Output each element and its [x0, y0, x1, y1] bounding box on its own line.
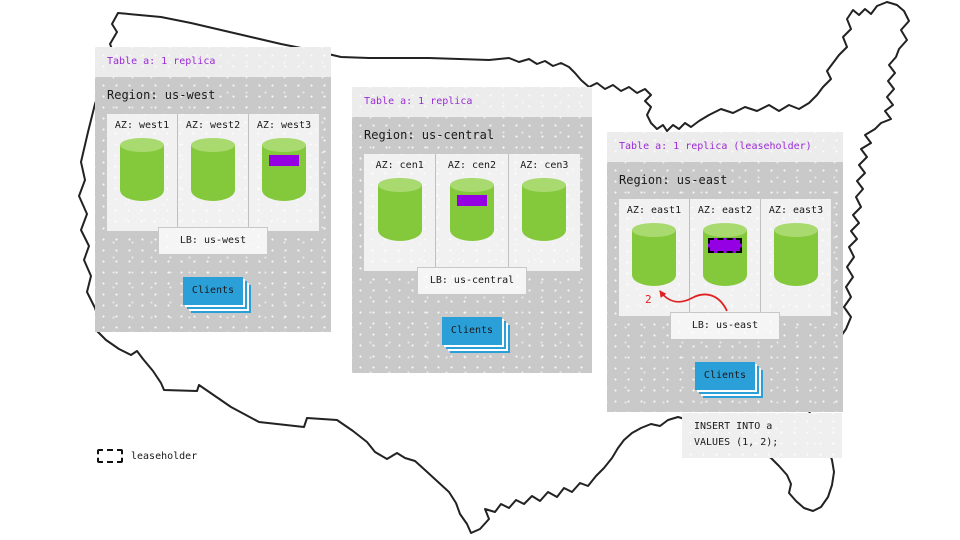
database-cylinder	[449, 178, 494, 241]
clients-label: Clients	[703, 370, 747, 381]
clients-box-us-central: Clients	[442, 317, 502, 345]
az-label: AZ: cen3	[520, 160, 569, 171]
az-column-cen1: AZ: cen1	[364, 154, 435, 271]
sql-note-line2: VALUES (1, 2);	[694, 437, 779, 448]
replica-band	[269, 155, 299, 166]
database-cylinder	[522, 178, 567, 241]
region-body-us-east: Region: us-east AZ: east1 AZ: east2	[607, 162, 843, 412]
cylinder-top	[522, 178, 567, 192]
az-label: AZ: east1	[626, 205, 682, 216]
az-row: AZ: cen1 AZ: cen2 AZ: cen3	[364, 154, 580, 271]
clients-label: Clients	[450, 325, 494, 336]
table-replica-label: Table a: 1 replica (leaseholder)	[619, 141, 812, 152]
az-label: AZ: cen1	[375, 160, 424, 171]
database-cylinder	[377, 178, 422, 241]
cylinder-top	[377, 178, 422, 192]
leaseholder-swatch-icon	[97, 449, 123, 463]
cylinder-body	[377, 185, 422, 241]
cylinder-body	[262, 145, 306, 201]
cylinder-body	[191, 145, 235, 201]
leaseholder-replica-band	[708, 238, 742, 253]
load-balancer-us-west: LB: us-west	[158, 227, 268, 255]
database-cylinder	[703, 223, 747, 286]
az-column-west2: AZ: west2	[177, 114, 248, 231]
load-balancer-label: LB: us-east	[691, 320, 759, 331]
az-column-west3: AZ: west3	[248, 114, 319, 231]
sql-note: INSERT INTO a VALUES (1, 2);	[682, 413, 842, 458]
az-label: AZ: west1	[114, 120, 170, 131]
cylinder-top	[703, 223, 747, 237]
cylinder-body	[774, 230, 818, 286]
region-body-us-central: Region: us-central AZ: cen1 AZ: cen2	[352, 117, 592, 373]
region-panel-us-central: Table a: 1 replica Region: us-central AZ…	[352, 87, 592, 373]
az-label: AZ: west3	[256, 120, 312, 131]
az-column-east3: AZ: east3	[760, 199, 831, 316]
us-map-path	[78, 1, 910, 534]
clients-box-us-west: Clients	[183, 277, 243, 305]
az-column-cen2: AZ: cen2	[435, 154, 507, 271]
table-replica-label: Table a: 1 replica	[107, 56, 216, 67]
load-balancer-us-central: LB: us-central	[417, 267, 527, 295]
database-cylinder	[120, 138, 164, 201]
load-balancer-us-east: LB: us-east	[670, 312, 780, 340]
az-row: AZ: east1 AZ: east2 AZ: east3	[619, 199, 831, 316]
cylinder-top	[262, 138, 306, 152]
region-body-us-west: Region: us-west AZ: west1 AZ: west2	[95, 77, 331, 332]
region-title: Region: us-central	[364, 128, 495, 142]
az-column-cen3: AZ: cen3	[507, 154, 580, 271]
clients-label: Clients	[191, 285, 235, 296]
sql-note-line1: INSERT INTO a	[694, 421, 773, 432]
leaseholder-legend-label: leaseholder	[131, 450, 198, 462]
az-row: AZ: west1 AZ: west2 AZ: west3	[107, 114, 319, 231]
clients-box-us-east: Clients	[695, 362, 755, 390]
az-column-east2: AZ: east2	[689, 199, 760, 316]
cylinder-body	[522, 185, 567, 241]
database-cylinder	[262, 138, 306, 201]
az-label: AZ: cen2	[447, 160, 497, 171]
load-balancer-label: LB: us-west	[179, 235, 247, 246]
region-panel-us-west: Table a: 1 replica Region: us-west AZ: w…	[95, 47, 331, 332]
cylinder-top	[774, 223, 818, 237]
load-balancer-label: LB: us-central	[429, 275, 515, 286]
az-label: AZ: west2	[185, 120, 241, 131]
cylinder-top	[632, 223, 676, 237]
region-panel-us-east: Table a: 1 replica (leaseholder) Region:…	[607, 132, 843, 412]
az-label: AZ: east2	[697, 205, 753, 216]
region-title: Region: us-east	[619, 173, 728, 187]
cylinder-top	[449, 178, 494, 192]
table-header-us-central: Table a: 1 replica	[352, 87, 592, 117]
table-header-us-west: Table a: 1 replica	[95, 47, 331, 77]
database-cylinder	[632, 223, 676, 286]
cylinder-top	[120, 138, 164, 152]
cylinder-body	[449, 185, 494, 241]
replica-band	[456, 195, 487, 206]
cylinder-body	[632, 230, 676, 286]
az-column-west1: AZ: west1	[107, 114, 177, 231]
region-title: Region: us-west	[107, 88, 216, 102]
table-header-us-east: Table a: 1 replica (leaseholder)	[607, 132, 843, 162]
cylinder-top	[191, 138, 235, 152]
table-replica-label: Table a: 1 replica	[364, 96, 473, 107]
az-label: AZ: east3	[768, 205, 824, 216]
leaseholder-legend: leaseholder	[97, 449, 197, 463]
az-column-east1: AZ: east1	[619, 199, 689, 316]
cylinder-body	[120, 145, 164, 201]
database-cylinder	[774, 223, 818, 286]
database-cylinder	[191, 138, 235, 201]
